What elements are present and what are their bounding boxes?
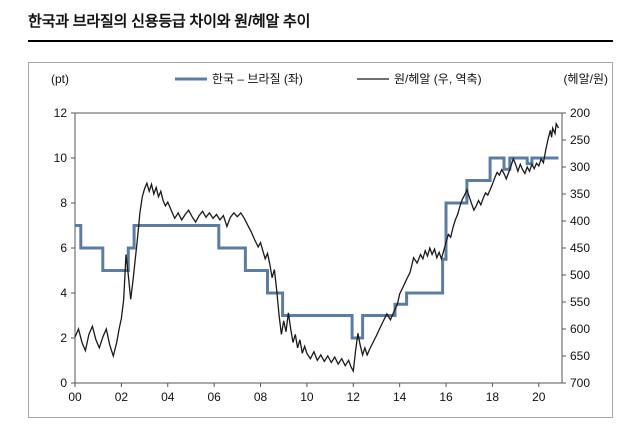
series-won-real — [74, 121, 560, 374]
right-axis-tick-label: 650 — [570, 349, 590, 363]
series-rating-gap — [75, 156, 559, 340]
legend-label-2: 원/헤알 (우, 역축) — [394, 72, 482, 86]
x-axis-tick-label: 18 — [486, 390, 500, 404]
x-axis-tick-label: 14 — [393, 390, 407, 404]
left-axis-tick-label: 12 — [54, 106, 68, 120]
x-axis-tick-label: 00 — [68, 390, 82, 404]
left-axis-tick-label: 10 — [54, 151, 68, 165]
legend-label-1: 한국 – 브라질 (좌) — [212, 72, 303, 86]
left-axis-unit-label: (pt) — [51, 72, 69, 86]
right-axis-unit-label: (헤알/원) — [564, 72, 608, 86]
left-axis-tick-label: 0 — [60, 376, 67, 390]
right-axis-tick-label: 300 — [570, 160, 590, 174]
x-axis-tick-label: 08 — [254, 390, 268, 404]
left-axis-tick-label: 2 — [60, 331, 67, 345]
x-axis-tick-label: 06 — [207, 390, 221, 404]
x-axis-tick-label: 02 — [115, 390, 129, 404]
right-axis-tick-label: 550 — [570, 295, 590, 309]
x-axis-tick-label: 04 — [161, 390, 175, 404]
x-axis-tick-label: 12 — [347, 390, 361, 404]
x-axis-tick-label: 20 — [532, 390, 546, 404]
left-axis-tick-label: 4 — [60, 286, 67, 300]
right-axis-tick-label: 450 — [570, 241, 590, 255]
left-axis-tick-label: 8 — [60, 196, 67, 210]
chart-title: 한국과 브라질의 신용등급 차이와 원/헤알 추이 — [28, 10, 613, 42]
right-axis-tick-label: 500 — [570, 268, 590, 282]
right-axis-tick-label: 200 — [570, 106, 590, 120]
right-axis-tick-label: 700 — [570, 376, 590, 390]
x-axis-tick-label: 16 — [439, 390, 453, 404]
right-axis-tick-label: 400 — [570, 214, 590, 228]
right-axis-tick-label: 350 — [570, 187, 590, 201]
plot-frame — [74, 112, 563, 384]
right-axis-tick-label: 250 — [570, 133, 590, 147]
chart-panel: 0 2 4 6 8 10 12 200 250 300 350 400 450 500 550 600 650 7… — [28, 62, 613, 418]
x-axis-tick-label: 10 — [300, 390, 314, 404]
left-axis-tick-label: 6 — [60, 241, 67, 255]
right-axis-tick-label: 600 — [570, 322, 590, 336]
